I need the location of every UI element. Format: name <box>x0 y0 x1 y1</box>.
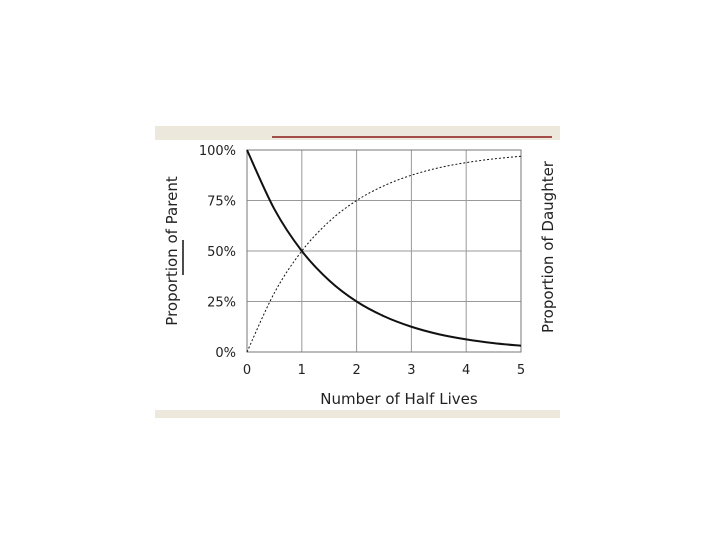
series-layer <box>246 149 522 353</box>
series-line-1 <box>246 155 522 353</box>
y-tick-label-0: 0% <box>215 346 236 361</box>
x-tick-label-0: 0 <box>243 363 251 378</box>
y-axis-title-left: Proportion of Parent <box>163 176 181 326</box>
y-tick-label-3: 75% <box>207 195 236 210</box>
x-tick-label-4: 4 <box>462 363 470 378</box>
grid <box>246 149 522 353</box>
x-tick-label-2: 2 <box>352 363 360 378</box>
plot-frame <box>246 149 522 353</box>
x-tick-label-5: 5 <box>517 363 525 378</box>
tick-labels: 0 1 2 3 4 50%25%50%75%100% <box>199 144 525 378</box>
x-axis-title: Number of Half Lives <box>320 390 478 408</box>
x-tick-label-1: 1 <box>298 363 306 378</box>
y-tick-label-1: 25% <box>207 296 236 311</box>
y-tick-label-2: 50% <box>207 245 236 260</box>
top-band <box>155 126 560 140</box>
y-axis-title-right: Proportion of Daughter <box>539 160 557 333</box>
x-tick-label-3: 3 <box>407 363 415 378</box>
bottom-band <box>155 410 560 418</box>
y-tick-label-4: 100% <box>199 144 236 159</box>
series-line-0 <box>246 149 522 347</box>
